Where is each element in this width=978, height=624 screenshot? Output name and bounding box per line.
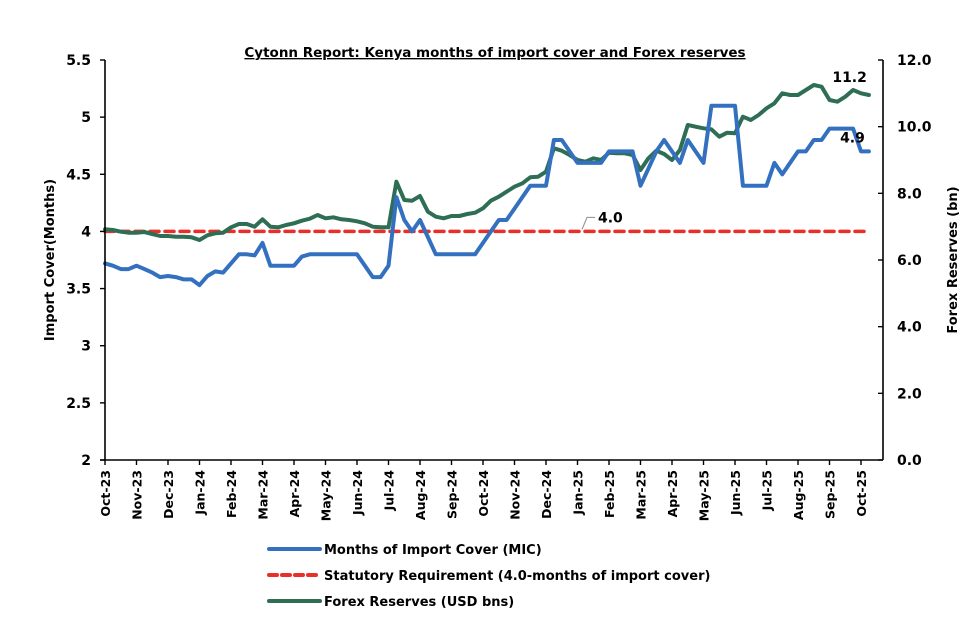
x-tick-label: May-24 [319, 470, 334, 522]
x-tick-label: Jul-25 [760, 470, 775, 511]
statutory-label-leader [581, 216, 595, 230]
y-axis-label: Import Cover(Months) [43, 179, 58, 341]
x-tick-label: Sep-24 [445, 470, 460, 519]
y-tick-label: 2 [81, 453, 91, 469]
y2-tick-label: 8.0 [897, 186, 922, 202]
x-ticks: Oct-23 Nov-23 Dec-23 Jan-24 Feb-24 Mar-24 Apr-… [98, 460, 869, 521]
y-tick-label: 3 [81, 339, 91, 355]
y2-axis-label: Forex Reserves (bn) [946, 186, 961, 333]
y2-tick-label: 10.0 [897, 120, 932, 136]
x-tick-label: Nov-23 [130, 470, 145, 520]
legend-item-forex: Forex Reserves (USD bns) [267, 595, 514, 610]
y-tick-label: 2.5 [66, 396, 91, 412]
left-y-ticks: 2 2.5 3 3.5 4 4.5 5 5.5 [66, 53, 105, 469]
y-tick-label: 4.5 [66, 167, 91, 183]
y2-tick-label: 0.0 [897, 453, 922, 469]
x-tick-label: Jul-24 [382, 470, 397, 512]
x-tick-label: Dec-24 [539, 470, 554, 519]
y-tick-label: 3.5 [66, 282, 91, 298]
axes [100, 60, 884, 461]
x-tick-label: Aug-25 [791, 470, 806, 520]
y-tick-label: 5 [81, 110, 91, 126]
mic-last-value-label: 4.9 [840, 130, 865, 146]
x-tick-label: Oct-23 [98, 470, 113, 517]
y2-tick-label: 6.0 [897, 253, 922, 269]
y-tick-label: 5.5 [66, 53, 91, 69]
x-tick-label: Feb-25 [602, 470, 617, 518]
legend-item-mic: Months of Import Cover (MIC) [267, 543, 542, 558]
x-tick-label: Oct-25 [854, 470, 869, 517]
x-tick-label: Apr-24 [287, 470, 302, 518]
legend-label-mic: Months of Import Cover (MIC) [324, 543, 542, 558]
x-tick-label: Apr-25 [665, 470, 680, 517]
x-tick-label: Mar-25 [634, 470, 649, 520]
x-tick-label: Jan-24 [193, 470, 208, 516]
x-tick-label: Jan-25 [571, 470, 586, 516]
legend: Months of Import Cover (MIC) Statutory R… [267, 543, 710, 610]
x-tick-label: Oct-24 [476, 470, 491, 517]
chart-title: Cytonn Report: Kenya months of import co… [244, 45, 745, 61]
x-tick-label: Mar-24 [256, 470, 271, 520]
x-tick-label: Jun-24 [350, 470, 365, 516]
y2-tick-label: 2.0 [897, 386, 922, 402]
legend-label-statutory: Statutory Requirement (4.0-months of imp… [324, 569, 710, 584]
forex-last-value-label: 11.2 [832, 70, 867, 86]
y2-tick-label: 12.0 [897, 53, 932, 69]
series-layer: 4.0 4.9 11.2 [103, 70, 871, 288]
import-cover-line [103, 103, 871, 288]
x-tick-label: Jun-25 [728, 470, 743, 516]
x-tick-label: Dec-23 [161, 470, 176, 519]
legend-label-forex: Forex Reserves (USD bns) [324, 595, 514, 610]
statutory-data-label: 4.0 [598, 210, 623, 226]
y2-tick-label: 4.0 [897, 320, 922, 336]
x-tick-label: May-25 [697, 470, 712, 521]
forex-reserves-line [103, 83, 871, 242]
x-tick-label: Feb-24 [224, 470, 239, 518]
y-tick-label: 4 [81, 224, 91, 240]
x-tick-label: Aug-24 [413, 470, 428, 520]
legend-item-statutory: Statutory Requirement (4.0-months of imp… [267, 569, 710, 584]
right-y-ticks: 0.0 2.0 4.0 6.0 8.0 10.0 12.0 [878, 53, 932, 469]
x-tick-label: Sep-25 [823, 470, 838, 519]
x-tick-label: Nov-24 [508, 470, 523, 520]
